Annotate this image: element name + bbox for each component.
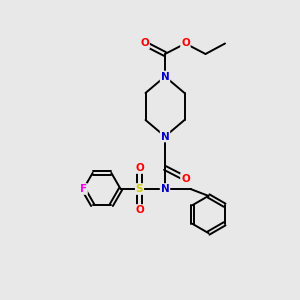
Text: F: F	[80, 184, 87, 194]
Text: O: O	[181, 173, 190, 184]
Text: O: O	[181, 38, 190, 49]
Text: S: S	[136, 184, 143, 194]
Text: O: O	[135, 205, 144, 215]
Text: N: N	[160, 71, 169, 82]
Text: O: O	[135, 163, 144, 173]
Text: N: N	[160, 184, 169, 194]
Text: N: N	[160, 131, 169, 142]
Text: O: O	[140, 38, 149, 49]
